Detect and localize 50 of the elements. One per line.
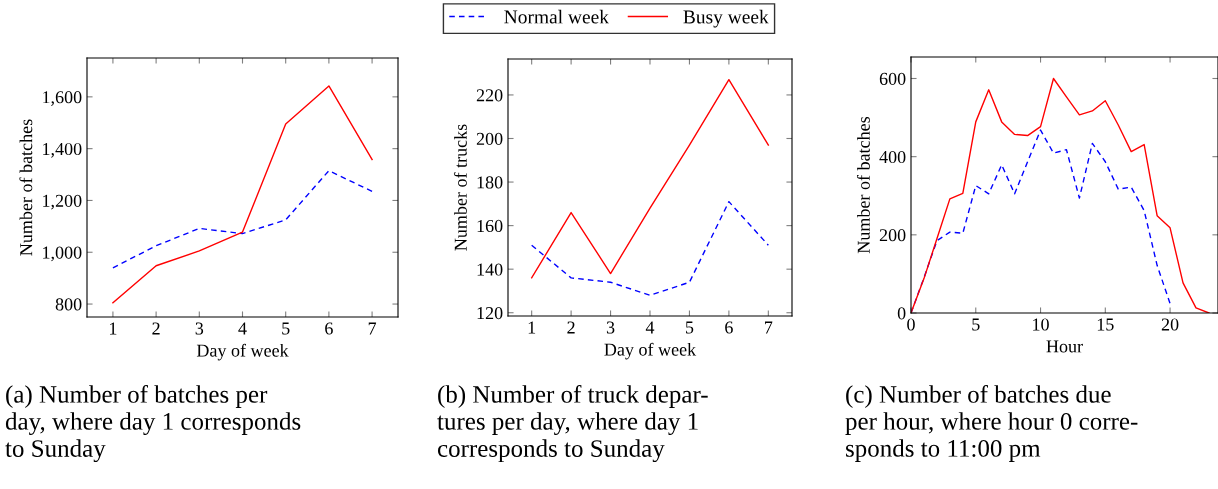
x-tick-label: 2	[152, 322, 160, 335]
line-series	[530, 200, 770, 297]
y-tick-label: 1,400	[43, 142, 82, 158]
x-tick-label: 15	[1097, 318, 1114, 331]
x-tick-label: 6	[325, 322, 333, 335]
x-tick-label: 3	[195, 322, 204, 335]
line-series	[112, 169, 373, 269]
x-tick-label: 4	[238, 322, 247, 335]
x-tick-label: 5	[282, 322, 290, 335]
y-tick-label: 180	[477, 176, 503, 189]
x-tick-label: 1	[528, 321, 536, 334]
x-tick-label: 1	[109, 322, 117, 335]
text: (a) Number of batches per day, where day 1 corresponds to Sunday	[5, 385, 301, 463]
x-tick-label: 10	[1033, 318, 1049, 331]
y-tick-label: 400	[879, 150, 906, 164]
x-tick-label: 2	[567, 321, 575, 334]
x-tick-label: 4	[645, 321, 655, 334]
y-axis-title: Number of trucks	[453, 124, 467, 251]
y-tick-label: 800	[55, 298, 82, 311]
y-tick-label: 120	[477, 306, 503, 320]
x-axis-title: Day of week	[196, 343, 289, 361]
x-tick-label: 5	[972, 318, 980, 331]
x-tick-label: 6	[725, 321, 733, 334]
y-tick-label: 220	[476, 89, 503, 102]
y-axis-title: Number of batches	[19, 119, 33, 256]
x-axis-title: Day of week	[604, 342, 697, 360]
x-tick-label: 7	[368, 322, 377, 335]
y-tick-label: 1,000	[43, 246, 82, 262]
text: (b) Number of truck depar- tures per day, where day 1 corresponds to Sunday	[437, 385, 708, 463]
y-tick-label: 600	[879, 72, 906, 85]
y-tick-label: 200	[879, 229, 906, 242]
y-tick-label: 160	[477, 219, 503, 233]
x-tick-label: 5	[685, 321, 694, 334]
y-tick-label: 1,600	[43, 91, 82, 106]
legend-label: Normal week	[504, 9, 609, 24]
line-series	[530, 78, 770, 279]
y-tick-label: 0	[897, 307, 906, 320]
y-tick-label: 200	[476, 132, 503, 145]
x-tick-label: 0	[907, 318, 915, 331]
line-series	[911, 77, 1210, 313]
text: (c) Number of batches due per hour, where hour 0 corre- sponds to 11:00 pm	[845, 385, 1138, 462]
line-series	[112, 85, 373, 304]
x-tick-label: 3	[606, 321, 615, 334]
y-axis-title: Number of batches	[856, 116, 870, 254]
x-tick-label: 20	[1161, 318, 1179, 331]
y-tick-label: 1,200	[43, 194, 82, 210]
x-tick-label: 7	[765, 321, 773, 334]
legend-label: Busy week	[683, 9, 769, 28]
x-axis-title: Hour	[1046, 340, 1083, 353]
y-tick-label: 140	[477, 263, 503, 276]
